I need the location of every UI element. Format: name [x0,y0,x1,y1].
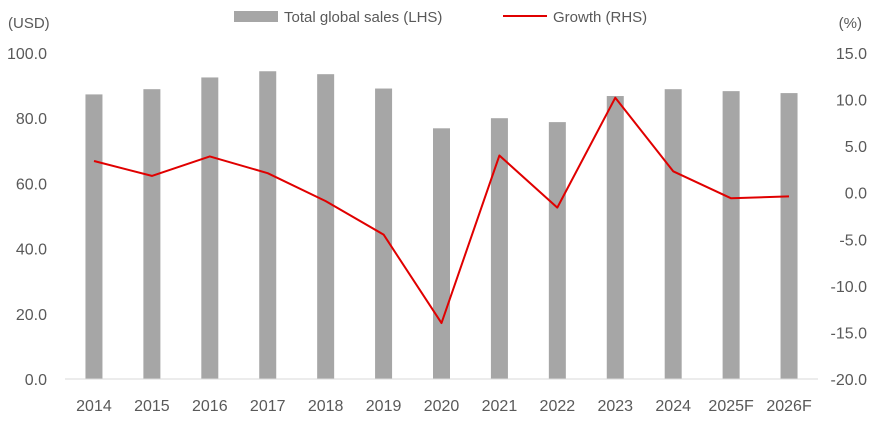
x-tick-label: 2016 [192,398,228,415]
right-tick-label: 5.0 [845,139,867,156]
left-axis-unit: (USD) [8,15,50,32]
x-tick-label: 2018 [308,398,344,415]
right-tick-label: 15.0 [836,46,867,63]
left-axis-ticks: 0.0 20.0 40.0 60.0 80.0 100.0 [7,46,47,389]
left-tick-label: 60.0 [16,176,47,193]
right-tick-label: 10.0 [836,93,867,110]
right-axis-unit: (%) [839,15,862,32]
x-tick-label: 2020 [424,398,460,415]
bar-2023 [607,96,624,379]
x-tick-label: 2015 [134,398,170,415]
bar-2017 [259,71,276,379]
x-tick-label: 2019 [366,398,402,415]
x-tick-label: 2021 [482,398,518,415]
bar-2024 [665,89,682,379]
bar-2015 [143,89,160,379]
bar-2014 [85,94,102,379]
bar-series [85,71,797,379]
bar-2018 [317,74,334,379]
legend-label-growth: Growth (RHS) [553,9,647,26]
x-tick-label: 2023 [597,398,633,415]
right-tick-label: -15.0 [831,325,868,342]
bar-2022 [549,122,566,379]
bar-2026F [781,93,798,379]
legend-label-sales: Total global sales (LHS) [284,9,442,26]
left-tick-label: 40.0 [16,242,47,259]
x-axis-ticks: 2014 2015 2016 2017 2018 2019 2020 2021 2022 2023… [76,398,812,415]
x-tick-label: 2026F [766,398,812,415]
right-tick-label: -10.0 [831,279,868,296]
legend-swatch-sales [234,11,278,22]
x-tick-label: 2024 [655,398,691,415]
legend: Total global sales (LHS) Growth (RHS) [234,9,647,26]
bar-2025F [723,91,740,379]
right-axis-ticks: -20.0 -15.0 -10.0 -5.0 0.0 5.0 10.0 15.0 [831,46,868,389]
x-tick-label: 2025F [708,398,754,415]
bar-2020 [433,128,450,379]
left-tick-label: 20.0 [16,307,47,324]
left-tick-label: 100.0 [7,46,47,63]
bar-2016 [201,77,218,379]
x-tick-label: 2017 [250,398,286,415]
left-tick-label: 0.0 [25,372,47,389]
x-tick-label: 2014 [76,398,112,415]
left-tick-label: 80.0 [16,111,47,128]
right-tick-label: 0.0 [845,186,867,203]
x-tick-label: 2022 [540,398,576,415]
right-tick-label: -20.0 [831,372,868,389]
right-tick-label: -5.0 [839,232,867,249]
